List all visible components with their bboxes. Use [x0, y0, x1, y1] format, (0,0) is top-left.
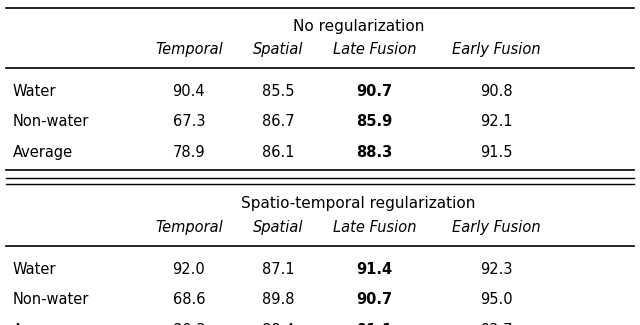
Text: Non-water: Non-water — [13, 114, 89, 129]
Text: Temporal: Temporal — [155, 42, 223, 57]
Text: 91.5: 91.5 — [480, 145, 512, 160]
Text: Spatio-temporal regularization: Spatio-temporal regularization — [241, 196, 476, 211]
Text: Water: Water — [13, 84, 56, 99]
Text: Early Fusion: Early Fusion — [452, 220, 540, 235]
Text: 87.1: 87.1 — [262, 262, 294, 277]
Text: 88.4: 88.4 — [262, 323, 294, 325]
Text: No regularization: No regularization — [292, 19, 424, 33]
Text: Average: Average — [13, 145, 73, 160]
Text: Early Fusion: Early Fusion — [452, 42, 540, 57]
Text: 86.1: 86.1 — [262, 145, 294, 160]
Text: 80.3: 80.3 — [173, 323, 205, 325]
Text: Average: Average — [13, 323, 73, 325]
Text: Non-water: Non-water — [13, 292, 89, 307]
Text: 92.3: 92.3 — [480, 262, 512, 277]
Text: Spatial: Spatial — [253, 220, 303, 235]
Text: Late Fusion: Late Fusion — [333, 42, 416, 57]
Text: 91.4: 91.4 — [356, 262, 392, 277]
Text: 92.1: 92.1 — [480, 114, 512, 129]
Text: 86.7: 86.7 — [262, 114, 294, 129]
Text: 91.1: 91.1 — [356, 323, 392, 325]
Text: 90.4: 90.4 — [173, 84, 205, 99]
Text: 68.6: 68.6 — [173, 292, 205, 307]
Text: 93.7: 93.7 — [480, 323, 512, 325]
Text: 92.0: 92.0 — [172, 262, 205, 277]
Text: Late Fusion: Late Fusion — [333, 220, 416, 235]
Text: 90.7: 90.7 — [356, 84, 392, 99]
Text: Water: Water — [13, 262, 56, 277]
Text: 85.9: 85.9 — [356, 114, 392, 129]
Text: 90.7: 90.7 — [356, 292, 392, 307]
Text: 78.9: 78.9 — [173, 145, 205, 160]
Text: 90.8: 90.8 — [480, 84, 512, 99]
Text: 95.0: 95.0 — [480, 292, 512, 307]
Text: 89.8: 89.8 — [262, 292, 294, 307]
Text: 85.5: 85.5 — [262, 84, 294, 99]
Text: 67.3: 67.3 — [173, 114, 205, 129]
Text: Temporal: Temporal — [155, 220, 223, 235]
Text: Spatial: Spatial — [253, 42, 303, 57]
Text: 88.3: 88.3 — [356, 145, 392, 160]
